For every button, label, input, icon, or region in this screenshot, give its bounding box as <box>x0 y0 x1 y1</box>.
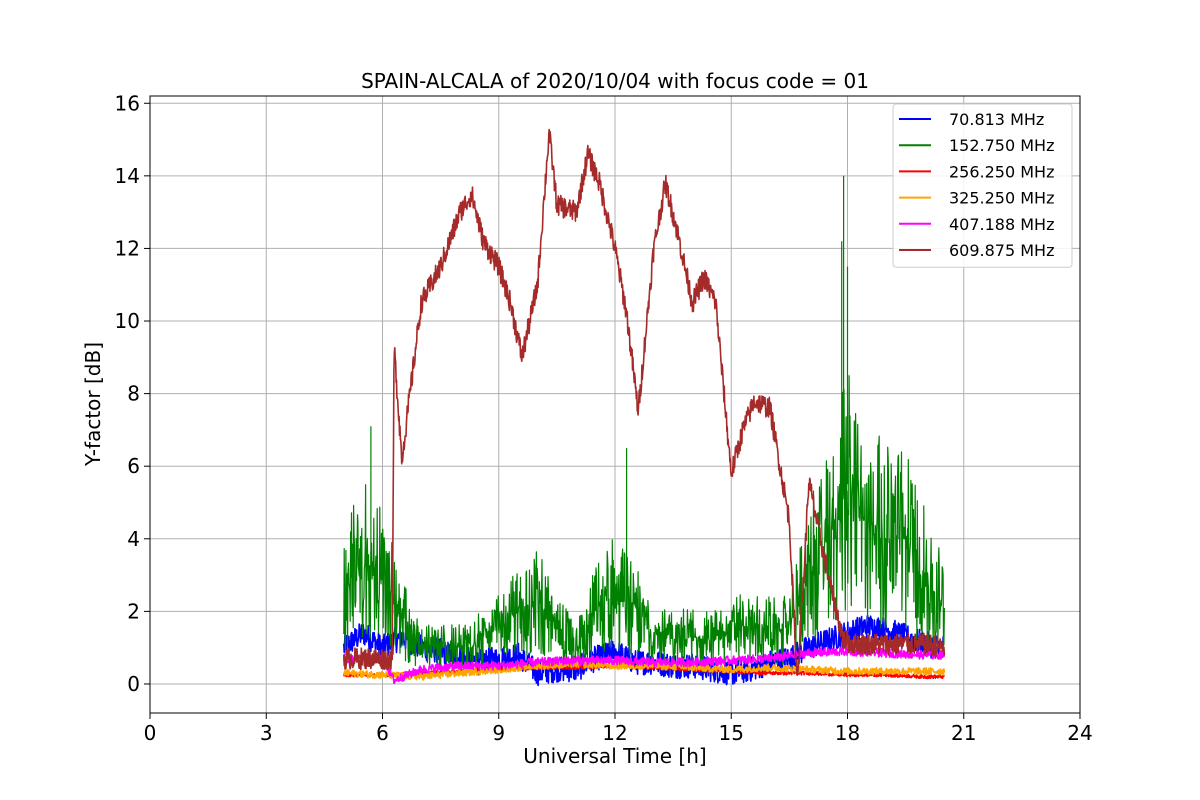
y-tick-label: 8 <box>127 382 140 406</box>
series-line-4 <box>343 646 946 685</box>
legend-box <box>892 103 1073 268</box>
x-tick-label: 21 <box>951 721 976 745</box>
series-line-0 <box>343 614 945 687</box>
series-line-5 <box>343 128 946 677</box>
series-line-1 <box>343 175 945 671</box>
x-tick-label: 0 <box>144 721 157 745</box>
x-tick-label: 24 <box>1067 721 1092 745</box>
y-tick-label: 16 <box>115 91 140 115</box>
plot-area <box>343 128 946 687</box>
x-tick-label: 18 <box>835 721 860 745</box>
y-tick-label: 0 <box>127 672 140 696</box>
legend-entry: 256.250 MHz <box>949 162 1054 181</box>
legend-entry: 609.875 MHz <box>949 241 1054 260</box>
x-tick-label: 15 <box>719 721 744 745</box>
y-tick-label: 14 <box>115 164 140 188</box>
chart-title: SPAIN-ALCALA of 2020/10/04 with focus co… <box>361 69 869 93</box>
y-tick-label: 2 <box>127 599 140 623</box>
legend-entry: 407.188 MHz <box>949 215 1054 234</box>
y-tick-label: 12 <box>115 236 140 260</box>
x-tick-label: 9 <box>492 721 505 745</box>
x-axis-label: Universal Time [h] <box>523 744 706 768</box>
x-tick-label: 6 <box>376 721 389 745</box>
y-tick-label: 6 <box>127 454 140 478</box>
y-tick-label: 4 <box>127 527 140 551</box>
grid <box>149 96 1081 713</box>
x-tick-label: 12 <box>602 721 627 745</box>
legend: 70.813 MHz 152.750 MHz 256.250 MHz 325.250 … <box>892 103 1073 268</box>
y-axis-label: Y-factor [dB] <box>81 342 105 467</box>
y-tick-label: 10 <box>115 309 140 333</box>
legend-entry: 325.250 MHz <box>949 189 1054 208</box>
x-tick-label: 3 <box>260 721 273 745</box>
legend-entry: 152.750 MHz <box>949 136 1054 155</box>
legend-entry: 70.813 MHz <box>949 110 1044 129</box>
